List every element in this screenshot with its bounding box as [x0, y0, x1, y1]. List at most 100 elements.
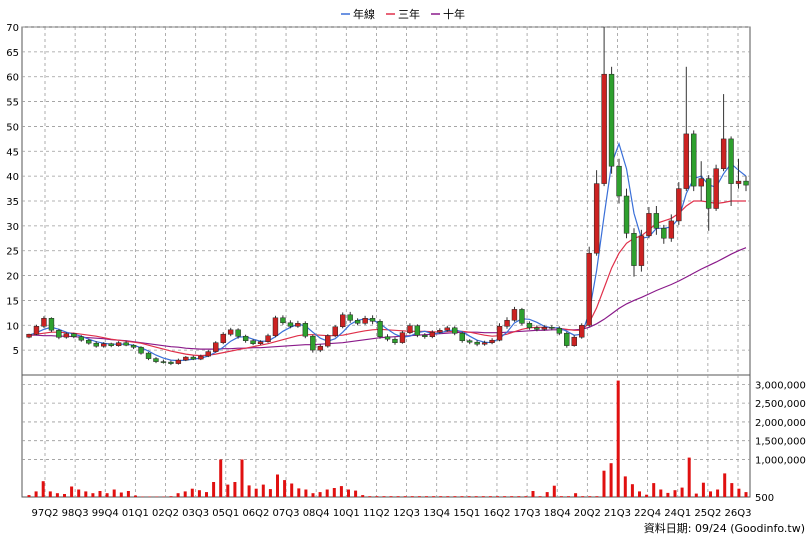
legend-label-3y: 三年: [398, 7, 420, 21]
candle-down: [130, 344, 137, 348]
candle-down: [422, 334, 428, 337]
candle-up: [198, 355, 204, 360]
volume-bar: [524, 496, 528, 497]
candle-down: [168, 361, 174, 364]
x-tick-label: 17Q3: [514, 508, 541, 519]
volume-bar: [552, 485, 556, 497]
candle-up: [325, 335, 331, 347]
candle-up: [213, 342, 219, 352]
candle-up: [683, 133, 689, 189]
volume-bar: [77, 489, 81, 497]
volume-bar: [460, 496, 464, 497]
volume-bar: [389, 496, 393, 497]
x-tick-label: 02Q2: [152, 508, 179, 519]
volume-bar: [673, 490, 677, 497]
candle-up: [407, 325, 413, 334]
candle-down: [392, 338, 398, 343]
candle-up: [115, 342, 122, 346]
volume-bar: [261, 484, 265, 497]
candle-up: [175, 359, 182, 364]
candle-up: [511, 309, 518, 321]
candle-down: [459, 332, 465, 341]
volume-bar: [311, 493, 315, 497]
volume-bar: [382, 496, 386, 497]
volume-bar: [27, 495, 31, 497]
candles: [26, 27, 749, 366]
candle-down: [608, 73, 615, 167]
price-tick-label: 70: [6, 23, 19, 34]
candle-up: [601, 73, 607, 184]
candle-up: [541, 327, 548, 330]
volume-bar: [716, 489, 720, 497]
volume-bar: [197, 490, 201, 497]
price-axis: 5 10 15 20 25 30 35 40 45 50 55 60 65 70: [6, 23, 19, 357]
candle-down: [302, 323, 309, 337]
volume-axis: 500 1,000,000 1,500,000 2,000,000 2,500,000 3…: [755, 380, 806, 504]
volume-bar: [240, 459, 244, 497]
volume-bar: [247, 485, 251, 497]
candle-down: [287, 322, 294, 327]
candle-down: [354, 320, 361, 324]
x-tick-label: 20Q2: [574, 508, 601, 519]
price-tick-label: 20: [6, 272, 19, 283]
volume-bars: [27, 380, 748, 497]
candle-down: [242, 335, 249, 341]
candle-down: [631, 233, 637, 266]
candle-up: [735, 180, 742, 184]
candle-down: [616, 165, 622, 197]
candle-up: [496, 326, 503, 341]
x-tick-label: 10Q1: [333, 508, 360, 519]
candle-down: [474, 341, 480, 345]
candle-up: [504, 320, 510, 327]
candle-down: [414, 325, 421, 336]
volume-bar: [680, 487, 684, 497]
legend-label-10y: 十年: [443, 7, 465, 21]
x-tick-label: 12Q3: [393, 508, 420, 519]
price-tick-label: 30: [6, 222, 19, 233]
price-tick-label: 35: [6, 197, 19, 208]
price-tick-label: 60: [6, 73, 19, 84]
data-date-credit: 資料日期: 09/24 (Goodinfo.tw): [644, 521, 805, 535]
volume-bar: [439, 496, 443, 497]
volume-bar: [318, 492, 322, 497]
volume-tick-label: 2,000,000: [755, 418, 806, 429]
candle-up: [646, 213, 652, 237]
price-tick-label: 40: [6, 172, 19, 183]
price-tick-label: 55: [6, 98, 19, 109]
candle-up: [362, 318, 368, 324]
candle-up: [265, 335, 271, 342]
candle-up: [399, 332, 406, 343]
volume-bar: [169, 496, 173, 497]
candle-down: [384, 336, 391, 340]
volume-tick-label: 1,500,000: [755, 437, 806, 448]
volume-bar: [737, 488, 741, 497]
volume-bar: [219, 459, 223, 497]
candle-down: [235, 329, 241, 337]
volume-bar: [517, 496, 521, 497]
candle-down: [280, 317, 286, 324]
candle-up: [272, 317, 279, 336]
candle-up: [227, 329, 234, 335]
candle-down: [377, 321, 383, 337]
volume-bar: [709, 491, 712, 497]
volume-bar: [581, 496, 585, 497]
plot-border: [21, 26, 751, 498]
volume-bar: [723, 473, 727, 497]
candle-down: [549, 327, 555, 329]
candle-down: [452, 327, 458, 334]
volume-bar: [538, 496, 542, 497]
candle-up: [720, 138, 727, 169]
candle-down: [519, 309, 525, 324]
price-tick-label: 15: [6, 296, 19, 307]
volume-bar: [595, 496, 599, 497]
volume-bar: [268, 489, 272, 497]
volume-bar: [332, 488, 336, 497]
volume-bar: [496, 496, 499, 497]
candle-down: [86, 339, 92, 344]
candle-down: [93, 342, 99, 347]
candle-up: [444, 327, 450, 331]
volume-bar: [105, 493, 109, 497]
volume-bar: [41, 481, 45, 497]
volume-bar: [694, 493, 698, 497]
volume-tick-label: 2,500,000: [755, 399, 806, 410]
